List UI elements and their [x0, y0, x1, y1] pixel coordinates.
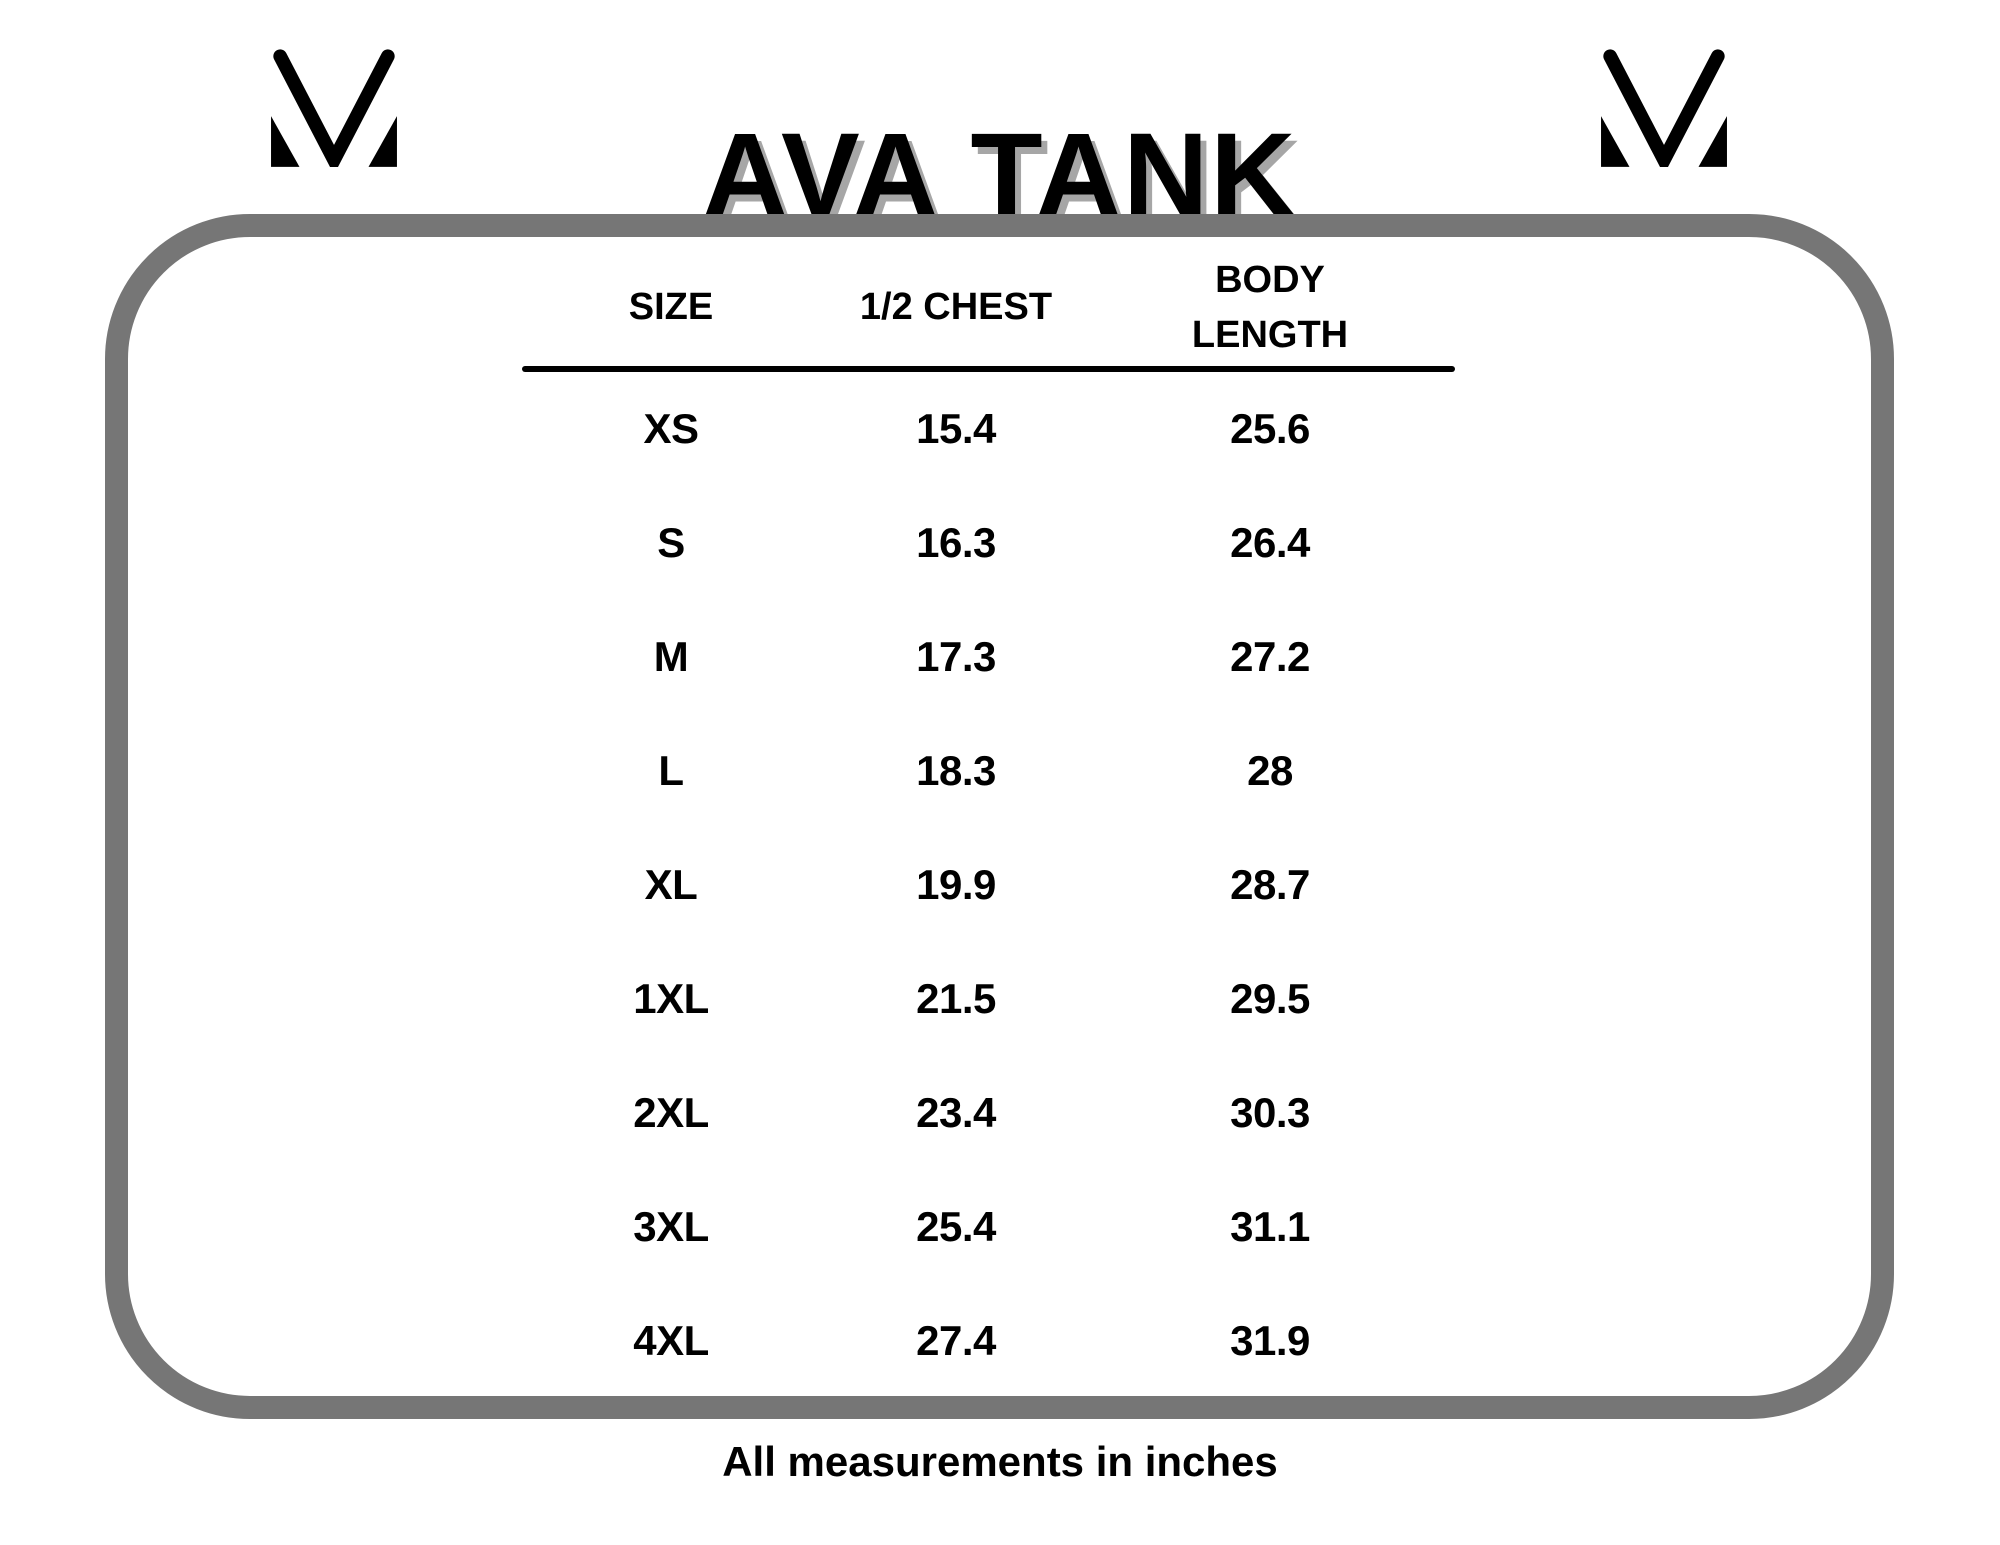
- cell-size: L: [658, 747, 684, 794]
- cell-body-length: 26.4: [1230, 519, 1310, 566]
- cell-size: 1XL: [633, 975, 709, 1022]
- cell-body-length: 31.9: [1230, 1317, 1310, 1364]
- column-header-body-length: BODY LENGTH: [1191, 258, 1349, 356]
- table-row: 2XL 23.4 30.3: [510, 1056, 1460, 1170]
- table-row: 4XL 27.4 31.9: [510, 1284, 1460, 1398]
- table-row: 3XL 25.4 31.1: [510, 1170, 1460, 1284]
- cell-size: XS: [643, 405, 699, 452]
- cell-body-length: 27.2: [1230, 633, 1310, 680]
- cell-body-length: 28: [1247, 747, 1293, 794]
- cell-half-chest: 19.9: [916, 861, 996, 908]
- cell-body-length: 29.5: [1230, 975, 1310, 1022]
- header-divider-line: [522, 366, 1455, 372]
- column-header-half-chest: 1/2 CHEST: [859, 286, 1053, 329]
- cell-size: 3XL: [633, 1203, 709, 1250]
- cell-body-length: 28.7: [1230, 861, 1310, 908]
- cell-half-chest: 16.3: [916, 519, 996, 566]
- table-row: M 17.3 27.2: [510, 600, 1460, 714]
- size-table: SIZE 1/2 CHEST BODY LENGTH XS 15.4 25.6 …: [510, 250, 1460, 1398]
- cell-half-chest: 18.3: [916, 747, 996, 794]
- cell-size: XL: [644, 861, 698, 908]
- column-header-size: SIZE: [628, 286, 714, 329]
- cell-body-length: 31.1: [1230, 1203, 1310, 1250]
- table-row: XS 15.4 25.6: [510, 372, 1460, 486]
- table-header-row: SIZE 1/2 CHEST BODY LENGTH: [510, 250, 1460, 366]
- table-body: XS 15.4 25.6 S 16.3 26.4 M 17.3 27.2 L 1…: [510, 372, 1460, 1398]
- size-chart-panel: [105, 214, 1894, 1419]
- cell-half-chest: 23.4: [916, 1089, 996, 1136]
- cell-half-chest: 15.4: [916, 405, 996, 452]
- cell-size: S: [657, 519, 685, 566]
- table-row: XL 19.9 28.7: [510, 828, 1460, 942]
- mv-logo-icon: [1601, 49, 1727, 167]
- table-row: 1XL 21.5 29.5: [510, 942, 1460, 1056]
- mv-logo-icon: [271, 49, 397, 167]
- cell-half-chest: 17.3: [916, 633, 996, 680]
- cell-size: 4XL: [633, 1317, 709, 1364]
- measurements-footnote: All measurements in inches: [722, 1438, 1278, 1485]
- cell-half-chest: 27.4: [916, 1317, 996, 1364]
- table-row: S 16.3 26.4: [510, 486, 1460, 600]
- cell-size: M: [653, 633, 689, 680]
- table-row: L 18.3 28: [510, 714, 1460, 828]
- cell-half-chest: 25.4: [916, 1203, 996, 1250]
- cell-size: 2XL: [633, 1089, 709, 1136]
- cell-body-length: 25.6: [1230, 405, 1310, 452]
- cell-body-length: 30.3: [1230, 1089, 1310, 1136]
- cell-half-chest: 21.5: [916, 975, 996, 1022]
